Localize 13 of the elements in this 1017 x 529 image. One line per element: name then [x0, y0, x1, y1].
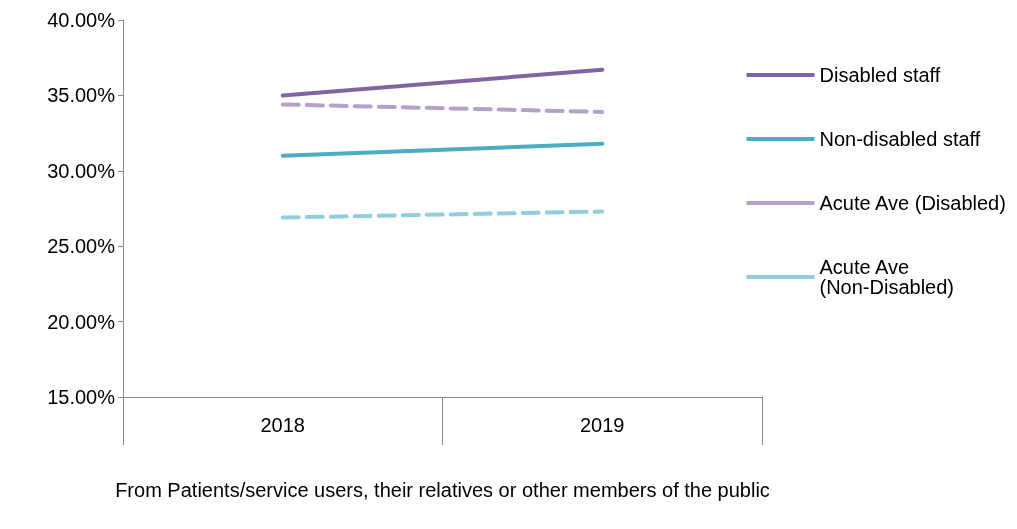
y-tick-label: 20.00%	[47, 310, 116, 333]
x-tick-label: 2018	[260, 414, 305, 436]
y-tick-label: 30.00%	[47, 159, 116, 182]
y-tick-label: 40.00%	[47, 9, 116, 31]
legend-label: Disabled staff	[819, 64, 941, 86]
legend-label: Acute Ave (Non-Disabled)	[819, 256, 954, 298]
x-axis-title: From Patients/service users, their relatives or other members of the public	[115, 479, 770, 501]
y-tick-label: 25.00%	[47, 235, 116, 258]
y-tick-label: 15.00%	[47, 386, 116, 408]
legend-label: Non-disabled staff	[819, 128, 981, 150]
legend-label: Acute Ave (Disabled)	[819, 192, 1006, 214]
y-tick-label: 35.00%	[47, 84, 116, 107]
x-tick-label: 2019	[580, 414, 625, 436]
